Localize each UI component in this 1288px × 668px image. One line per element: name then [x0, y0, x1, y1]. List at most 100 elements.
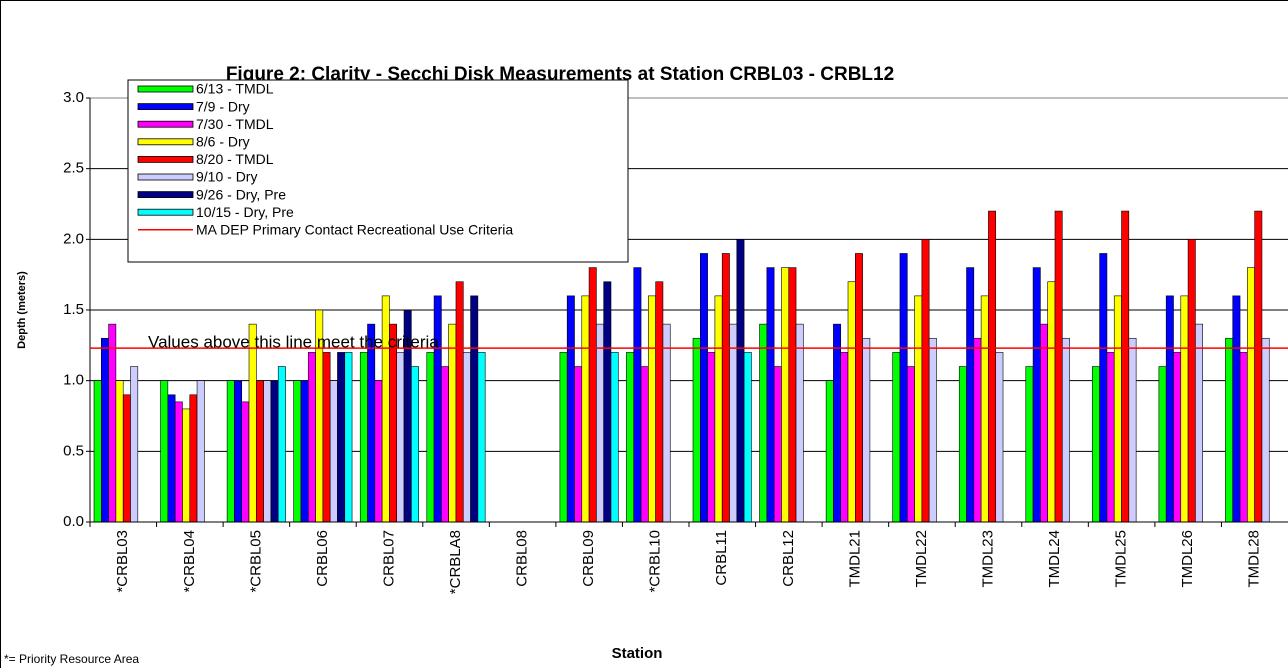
bar — [633, 267, 642, 523]
x-tick-label: TMDL25 — [1113, 530, 1130, 588]
bar — [322, 352, 331, 523]
bar — [862, 337, 871, 523]
bar — [892, 352, 901, 523]
bar — [1247, 267, 1255, 523]
bar — [167, 394, 176, 523]
bar — [277, 366, 286, 523]
footnote: *= Priority Resource Area — [4, 652, 139, 666]
x-tick-label: CRBL07 — [380, 530, 397, 587]
bar — [448, 323, 457, 523]
bar — [640, 366, 649, 523]
bar — [1047, 281, 1056, 523]
bar — [455, 281, 464, 523]
bar — [1165, 295, 1174, 523]
legend-label: 9/26 - Dry, Pre — [196, 186, 286, 202]
bar — [699, 253, 708, 523]
legend-swatch — [137, 85, 194, 93]
bar — [433, 295, 442, 523]
legend-swatch — [137, 120, 194, 128]
bar — [655, 281, 664, 523]
bar — [795, 323, 804, 523]
x-tick-label: TMDL21 — [846, 530, 863, 588]
bar — [1040, 323, 1048, 523]
x-tick-label: TMDL22 — [913, 530, 930, 588]
legend-label: 7/9 - Dry — [196, 98, 250, 114]
bar — [736, 239, 745, 523]
legend-label: 8/20 - TMDL — [196, 151, 274, 167]
bar — [899, 253, 908, 523]
bar — [825, 380, 834, 523]
legend-swatch — [137, 103, 194, 110]
legend-label: MA DEP Primary Contact Recreational Use … — [196, 222, 513, 238]
bar — [396, 352, 405, 523]
legend-swatch — [137, 155, 194, 163]
bar — [337, 352, 346, 523]
bar — [374, 380, 383, 523]
bar — [1254, 210, 1263, 523]
bar — [241, 401, 250, 523]
bar — [603, 281, 612, 523]
bar — [293, 380, 302, 523]
bar — [300, 380, 309, 523]
bar — [426, 352, 435, 523]
bar — [574, 366, 583, 523]
bar — [122, 394, 131, 523]
bar — [344, 352, 353, 523]
bar — [1225, 337, 1234, 523]
y-axis-label: Depth (meters) — [16, 271, 28, 349]
bar — [1025, 366, 1034, 523]
bar — [1061, 337, 1070, 523]
bar — [1261, 337, 1270, 523]
bar — [1195, 323, 1203, 523]
y-tick-label: 0.5 — [63, 442, 84, 459]
legend-swatch — [137, 138, 194, 146]
bar — [1032, 267, 1041, 523]
legend-label: 6/13 - TMDL — [196, 81, 274, 97]
legend-label: 7/30 - TMDL — [196, 116, 274, 132]
bar — [256, 380, 264, 523]
bar — [988, 210, 997, 523]
legend-label: 10/15 - Dry, Pre — [196, 204, 294, 220]
legend-label: 9/10 - Dry — [196, 169, 257, 185]
bar — [226, 380, 235, 523]
bar — [833, 323, 842, 523]
bar — [692, 337, 701, 523]
x-tick-label: CRBL08 — [514, 530, 531, 587]
bar — [995, 352, 1004, 523]
bar — [626, 352, 635, 523]
bar — [182, 408, 191, 523]
legend-swatch — [137, 191, 194, 199]
bar — [714, 295, 723, 523]
bar — [566, 295, 575, 523]
bar — [729, 323, 738, 523]
bar — [928, 337, 937, 523]
bar — [855, 253, 863, 523]
x-tick-label: *CRBL05 — [247, 530, 264, 593]
bar — [906, 366, 915, 523]
bar — [847, 281, 856, 523]
y-tick-label: 1.5 — [63, 301, 84, 318]
bar — [441, 366, 449, 523]
bar — [411, 366, 419, 523]
bar — [189, 394, 198, 523]
bar — [1232, 295, 1241, 523]
bar — [263, 380, 272, 523]
bar — [766, 267, 775, 523]
bar — [462, 352, 471, 523]
x-tick-label: TMDL26 — [1179, 530, 1196, 588]
bar — [1121, 210, 1130, 523]
y-tick-label: 0.0 — [63, 513, 84, 530]
bar — [108, 323, 117, 523]
bar — [1054, 210, 1063, 523]
bar — [130, 366, 139, 523]
bar — [914, 295, 923, 523]
bar — [101, 337, 109, 523]
legend — [127, 79, 629, 263]
annotation: Values above this line meet the criteria — [148, 333, 439, 352]
bar — [248, 323, 257, 523]
bar — [773, 366, 782, 523]
bar — [707, 352, 716, 523]
x-tick-label: TMDL24 — [1046, 530, 1063, 588]
bar — [174, 401, 183, 523]
